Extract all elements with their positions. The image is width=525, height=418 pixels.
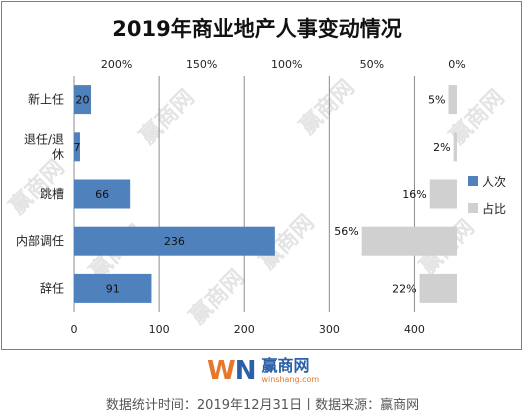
share-data-label: 56% bbox=[334, 225, 358, 238]
count-data-label: 20 bbox=[76, 94, 90, 107]
share-series-bars: 5% 2% 16% 56% 22% bbox=[334, 85, 457, 303]
legend-label: 人次 bbox=[482, 175, 506, 189]
count-bar bbox=[74, 273, 152, 303]
top-axis: 200% 150% 100% 50% 0% bbox=[101, 58, 466, 71]
top-axis-tick-label: 100% bbox=[271, 58, 302, 71]
logo-mark-w: W bbox=[207, 356, 236, 386]
bottom-axis-tick-label: 0 bbox=[71, 323, 78, 336]
top-axis-tick-label: 0% bbox=[448, 58, 465, 71]
logo-name-en: winshang.com bbox=[261, 375, 320, 384]
footnote: 数据统计时间：2019年12月31日丨数据来源：赢商网 bbox=[105, 398, 420, 413]
share-data-label: 5% bbox=[428, 94, 445, 107]
chart-svg: 赢商网赢商网赢商网赢商网赢商网赢商网赢商网赢商网 2019年商业地产人事变动情况… bbox=[5, 17, 510, 336]
logo-name-cn: 赢商网 bbox=[261, 356, 310, 375]
logo-mark-icon: WN bbox=[207, 356, 257, 386]
share-bar bbox=[429, 179, 457, 209]
category-label: 新上任 bbox=[28, 92, 64, 107]
category-label: 辞任 bbox=[40, 280, 64, 295]
chart-container: 赢商网赢商网赢商网赢商网赢商网赢商网赢商网赢商网 2019年商业地产人事变动情况… bbox=[1, 1, 522, 350]
count-bar bbox=[74, 132, 80, 162]
legend-swatch bbox=[468, 176, 478, 186]
count-data-label: 91 bbox=[106, 282, 120, 295]
top-axis-tick-label: 200% bbox=[101, 58, 132, 71]
bottom-axis-tick-label: 200 bbox=[234, 323, 255, 336]
bottom-axis-tick-label: 100 bbox=[149, 323, 170, 336]
share-bar bbox=[361, 226, 457, 256]
legend-label: 占比 bbox=[482, 201, 506, 216]
count-bar bbox=[74, 85, 92, 115]
category-label: 退任/退 bbox=[24, 132, 64, 146]
top-axis-tick-label: 150% bbox=[186, 58, 217, 71]
category-label: 休 bbox=[52, 147, 64, 161]
count-series-bars: 20 7 66 236 91 bbox=[73, 85, 275, 303]
count-bar bbox=[74, 179, 131, 209]
share-data-label: 22% bbox=[392, 282, 416, 295]
bottom-axis-tick-label: 300 bbox=[319, 323, 340, 336]
top-axis-tick-label: 50% bbox=[360, 58, 384, 71]
watermark-text: 赢商网 bbox=[185, 265, 250, 330]
count-data-label: 66 bbox=[95, 188, 109, 201]
share-data-label: 16% bbox=[402, 188, 426, 201]
category-label: 内部调任 bbox=[16, 233, 64, 248]
bottom-axis: 0 100 200 300 400 bbox=[71, 323, 425, 336]
logo-mark-n: N bbox=[234, 356, 257, 386]
share-bar bbox=[453, 132, 457, 162]
watermark-text: 赢商网 bbox=[295, 75, 360, 140]
count-data-label: 7 bbox=[73, 141, 80, 154]
share-bar bbox=[419, 273, 457, 303]
share-bar bbox=[448, 85, 457, 115]
bottom-axis-tick-label: 400 bbox=[404, 323, 425, 336]
chart-title: 2019年商业地产人事变动情况 bbox=[112, 17, 401, 41]
logo-name: 赢商网 winshang.com bbox=[261, 358, 319, 384]
count-data-label: 236 bbox=[164, 235, 185, 248]
legend-swatch bbox=[468, 203, 478, 213]
brand-logo: WN 赢商网 winshang.com bbox=[207, 356, 319, 386]
share-data-label: 2% bbox=[433, 141, 450, 154]
watermark-text: 赢商网 bbox=[135, 85, 200, 150]
category-label: 跳槽 bbox=[40, 187, 64, 201]
count-bar bbox=[74, 226, 275, 256]
